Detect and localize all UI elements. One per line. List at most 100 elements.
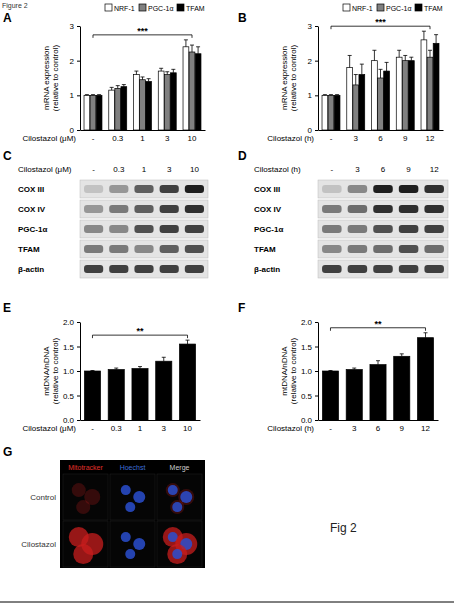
plot-marks	[322, 31, 439, 130]
error-stem	[425, 333, 426, 338]
error-stem	[198, 47, 199, 54]
legend-swatch	[105, 4, 112, 11]
bar	[189, 52, 195, 130]
error-stem	[399, 50, 400, 57]
mitochondria-stain	[167, 544, 187, 564]
error-bar	[196, 47, 200, 54]
blot-band	[348, 265, 368, 273]
blot-strip	[80, 260, 208, 278]
error-cap	[348, 55, 352, 56]
x-tick: -	[330, 134, 333, 143]
error-cap	[354, 74, 358, 75]
blot-band	[373, 265, 393, 273]
tick-mark	[315, 95, 318, 96]
legend-label: PGC-1α	[386, 5, 411, 12]
western-blot: Cilostazol (μM)-0.31310COX IIICOX IVPGC-…	[18, 165, 208, 278]
error-stem	[380, 69, 381, 78]
blot-row-label: β-actin	[254, 265, 280, 274]
blot-band	[134, 205, 153, 213]
x-tick: 10	[183, 424, 192, 433]
bar	[195, 54, 201, 130]
tick-label: 1.0	[63, 367, 75, 376]
tick-label: 10	[183, 424, 192, 433]
axis-line	[80, 323, 81, 421]
error-bar	[428, 50, 432, 57]
blot-band	[160, 205, 179, 213]
error-cap	[329, 94, 333, 95]
figure-caption: Fig 2	[330, 521, 357, 535]
tick-mark	[77, 95, 80, 96]
error-stem	[411, 57, 412, 60]
y-tick: 2	[70, 57, 80, 66]
error-stem	[374, 50, 375, 60]
error-cap	[97, 94, 101, 95]
tick-label: 6	[376, 424, 381, 433]
micrograph-cell	[110, 521, 155, 567]
micrograph-cell	[63, 474, 108, 520]
y-tick: 1.0	[63, 367, 80, 376]
error-cap	[379, 69, 383, 70]
y-tick: 1	[70, 91, 80, 100]
legend: NRF-1PGC-1αTFAM	[343, 4, 443, 12]
lane-label: 3	[355, 165, 360, 174]
axis-line	[319, 420, 439, 421]
tick-label: 3	[354, 134, 359, 143]
panel-letter: E	[3, 301, 11, 315]
nucleus-stain	[180, 491, 192, 503]
legend-label: TFAM	[424, 5, 443, 12]
y-axis: 0123	[70, 22, 81, 135]
error-stem	[173, 69, 174, 72]
condition-label: Cilostazol	[21, 540, 56, 549]
error-bar	[422, 31, 426, 40]
error-stem	[187, 340, 188, 344]
error-stem	[185, 40, 186, 47]
tick-mark	[315, 26, 318, 27]
blot-band	[322, 205, 342, 213]
mitochondria-stain	[73, 544, 93, 564]
error-bar	[147, 79, 151, 82]
nucleus-stain	[172, 502, 182, 512]
tick-label: 10	[188, 134, 197, 143]
y-tick: 2	[308, 57, 318, 66]
x-tick: -	[91, 424, 94, 433]
lane-label: 9	[406, 165, 411, 174]
y-axis-title: mtDNA/nDNA	[42, 346, 51, 396]
blot-band	[399, 245, 419, 253]
blot-band	[84, 205, 103, 213]
blot-row-label: TFAM	[18, 245, 40, 254]
x-tick: 1	[138, 424, 143, 433]
error-cap	[141, 76, 145, 77]
error-bar	[385, 62, 389, 71]
blot-band	[424, 205, 444, 213]
error-bar	[162, 357, 166, 361]
tick-label: 3	[308, 22, 313, 31]
bar	[322, 371, 338, 420]
tick-label: 9	[403, 134, 408, 143]
error-cap	[409, 57, 413, 58]
error-bar	[335, 94, 339, 96]
blot-row-label: COX III	[254, 185, 280, 194]
blot-strip	[80, 220, 208, 238]
y-tick: 2.0	[301, 318, 318, 327]
error-stem	[430, 50, 431, 57]
lane-label: 0.3	[113, 165, 125, 174]
error-stem	[117, 86, 118, 89]
nucleus-stain	[168, 485, 178, 495]
legend-label: PGC-1α	[148, 5, 173, 12]
bar	[109, 90, 115, 130]
error-bar	[434, 35, 438, 44]
blot-band	[160, 185, 179, 193]
error-stem	[361, 64, 362, 74]
x-tick: 0.3	[112, 134, 124, 143]
bar	[353, 85, 359, 130]
error-stem	[161, 68, 162, 71]
error-bar	[397, 50, 401, 57]
lane-label: 1	[142, 165, 147, 174]
figure: Figure 2Fig 20123-0.31310Cilostazol (μM)…	[0, 0, 454, 608]
bar	[84, 95, 90, 130]
tick-label: 1	[140, 134, 145, 143]
blot-band	[348, 245, 368, 253]
tick-mark	[315, 322, 318, 323]
tick-label: -	[329, 424, 332, 433]
error-stem	[378, 361, 379, 365]
